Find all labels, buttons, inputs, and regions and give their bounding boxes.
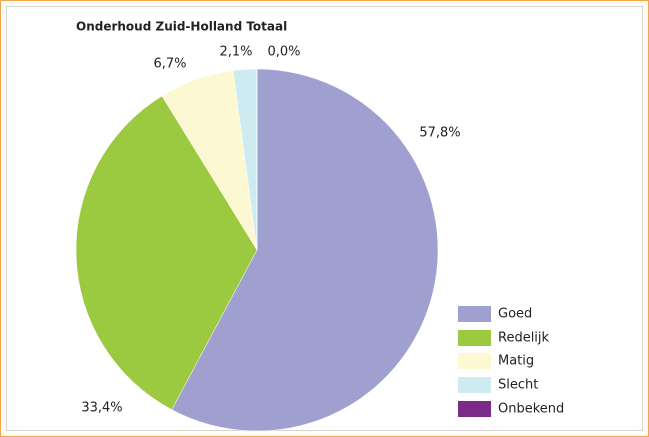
pie-slice xyxy=(171,68,439,432)
data-label: 0,0% xyxy=(267,45,300,60)
data-label: 33,4% xyxy=(81,401,122,416)
legend-swatch xyxy=(458,377,491,393)
legend-swatch xyxy=(458,330,491,346)
data-label: 6,7% xyxy=(153,57,186,72)
legend-swatch xyxy=(458,401,491,417)
chart-title: Onderhoud Zuid-Holland Totaal xyxy=(76,20,287,34)
data-label: 57,8% xyxy=(419,126,460,141)
legend-label: Matig xyxy=(498,354,534,369)
pie-slice xyxy=(75,95,258,411)
legend-label: Slecht xyxy=(498,378,538,393)
legend-label: Redelijk xyxy=(498,331,550,346)
legend-swatch xyxy=(458,353,491,369)
data-label: 2,1% xyxy=(219,45,252,60)
legend-label: Goed xyxy=(498,307,532,322)
legend-swatch xyxy=(458,306,491,322)
legend-label: Onbekend xyxy=(498,402,564,417)
